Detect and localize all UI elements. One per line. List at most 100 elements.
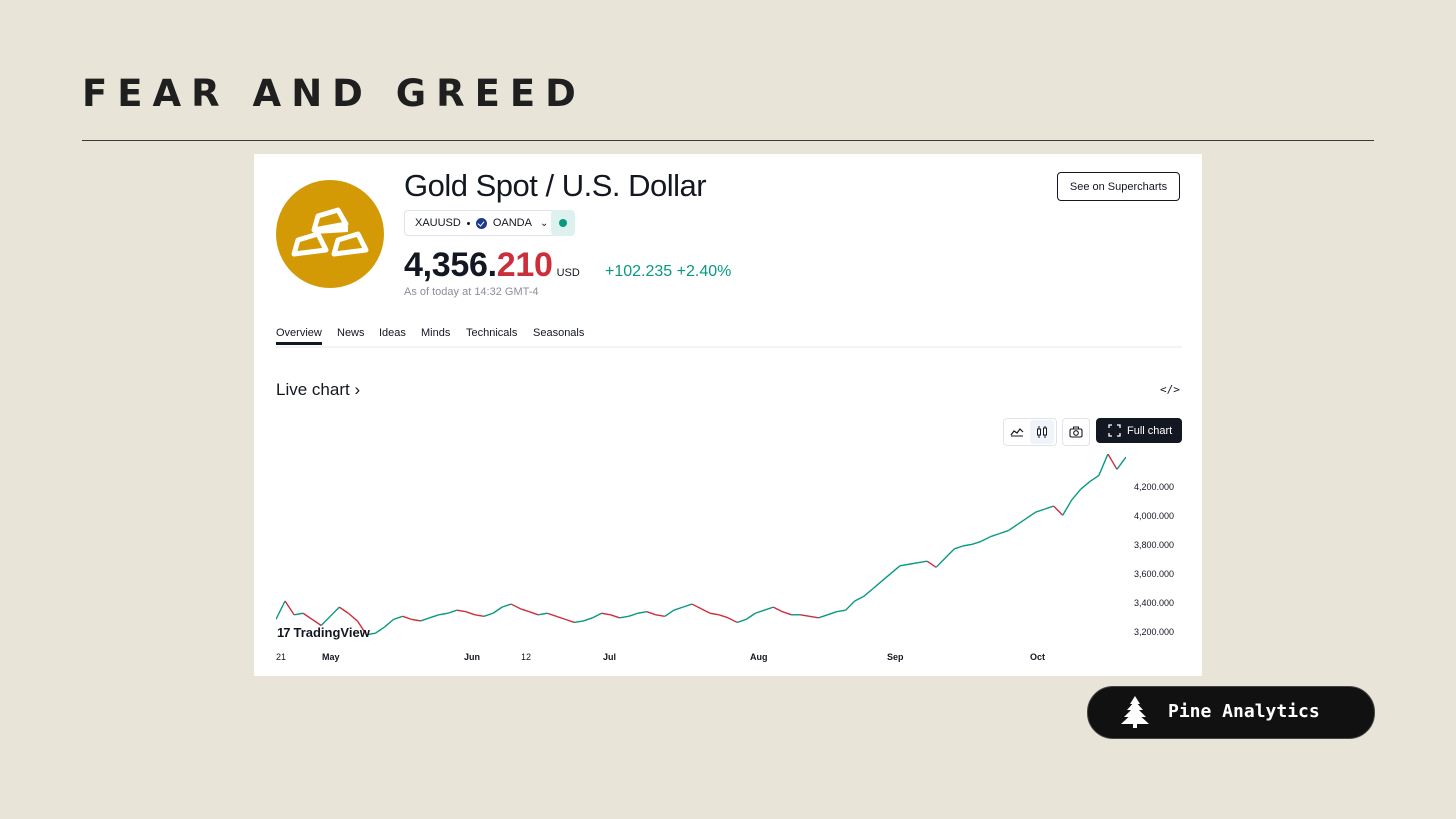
market-status-badge[interactable] [551,210,575,236]
x-tick-label: Jun [464,652,481,662]
ticker-label: XAUUSD [415,217,461,229]
price-segment [827,611,837,616]
price-segment [1062,499,1073,516]
price-segment [474,614,485,618]
price-segment [953,545,964,550]
exchange-label: OANDA [492,217,532,229]
change-percent: +2.40% [676,263,732,280]
chevron-right-icon: › [354,380,361,399]
price-segment [528,611,539,616]
currency-label: USD [556,267,580,279]
price-tail: 210 [496,246,553,284]
price-segment [384,618,395,628]
chart-style-switch [1003,418,1057,446]
price-segment [1080,481,1091,490]
price-change: +102.235 +2.40% [605,263,731,281]
price-segment [356,620,368,636]
price-segment [420,617,430,622]
price-segment [963,543,973,547]
tab-news[interactable]: News [337,327,365,339]
price-segment [375,626,385,634]
price-segment [366,632,376,636]
candles-icon[interactable] [1030,420,1054,444]
price-segment [1035,508,1045,513]
full-chart-label: Full chart [1127,424,1173,437]
x-tick-label: Aug [750,652,768,662]
price-segment [276,600,286,620]
price-segment [619,615,629,619]
live-chart-link[interactable]: Live chart › [276,380,360,400]
price-segment [682,603,693,608]
title-divider [82,140,1374,141]
price-segment [574,620,584,624]
price-chart[interactable] [276,454,1126,650]
price-segment [1017,517,1027,526]
y-tick-label: 3,200.000 [1134,627,1175,637]
price-segment [818,614,828,619]
price-segment [999,529,1009,535]
symbol-exchange-selector[interactable]: XAUUSD OANDA ⌄ [404,210,560,236]
price-segment [1107,454,1118,470]
fullscreen-icon [1108,424,1121,437]
price-segment [311,618,322,627]
price-segment [610,614,620,619]
price-segment [438,612,448,616]
full-chart-button[interactable]: Full chart [1096,418,1182,443]
line-chart-icon[interactable] [1005,420,1029,444]
tab-overview[interactable]: Overview [276,327,322,345]
price-segment [429,614,439,619]
price-segment [1026,511,1036,519]
tab-seasonals[interactable]: Seasonals [533,327,585,339]
x-tick-label: Jul [603,652,617,662]
price-segment [393,615,403,621]
verified-icon [475,217,487,229]
price-segment [990,532,1000,538]
price-segment [483,612,494,617]
tab-technicals[interactable]: Technicals [466,327,518,339]
price-segment [583,617,593,622]
price-segment [981,536,991,542]
price-segment [755,609,765,614]
pine-tree-icon [1121,696,1149,728]
live-dot-icon [559,219,567,227]
chevron-down-icon: ⌄ [539,217,549,229]
price-segment [510,603,521,610]
price-segment [782,611,792,616]
price-segment [538,612,548,616]
y-tick-label: 4,000.000 [1134,511,1175,521]
price-main: 4,356. [404,246,497,284]
tradingview-logo: 17 TradingView [277,625,370,640]
tab-ideas[interactable]: Ideas [379,327,406,339]
code-embed-icon[interactable]: </> [1160,383,1180,396]
price-segment [655,614,665,618]
symbol-name: Gold Spot / U.S. Dollar [404,168,707,203]
price-segment [347,612,358,622]
x-tick-label: Oct [1030,652,1046,662]
price-segment [1008,523,1018,532]
price-segment [664,609,675,617]
x-tick-label: Sep [887,652,904,662]
price-segment [447,609,458,614]
price-segment [673,606,684,611]
price-segment [745,612,756,620]
price-segment [800,614,810,618]
price-segment [863,588,874,597]
y-tick-label: 3,400.000 [1134,598,1175,608]
price-segment [773,606,783,613]
x-tick-label: 12 [521,652,532,662]
price-segment [972,540,982,546]
x-tick-label: 21 [276,652,287,662]
price-segment [872,580,883,590]
price-segment [890,565,901,574]
slide-title: FEAR AND GREED [82,72,586,115]
tab-minds[interactable]: Minds [421,327,451,339]
price-segment [709,612,720,616]
see-on-supercharts-button[interactable]: See on Supercharts [1057,172,1180,201]
tradingview-wordmark: TradingView [293,625,370,640]
price-segment [691,603,702,610]
price-segment [492,606,503,614]
price-segment [402,615,412,621]
camera-icon[interactable] [1062,418,1090,446]
pine-analytics-label: Pine Analytics [1168,701,1320,722]
price-segment [736,618,747,624]
